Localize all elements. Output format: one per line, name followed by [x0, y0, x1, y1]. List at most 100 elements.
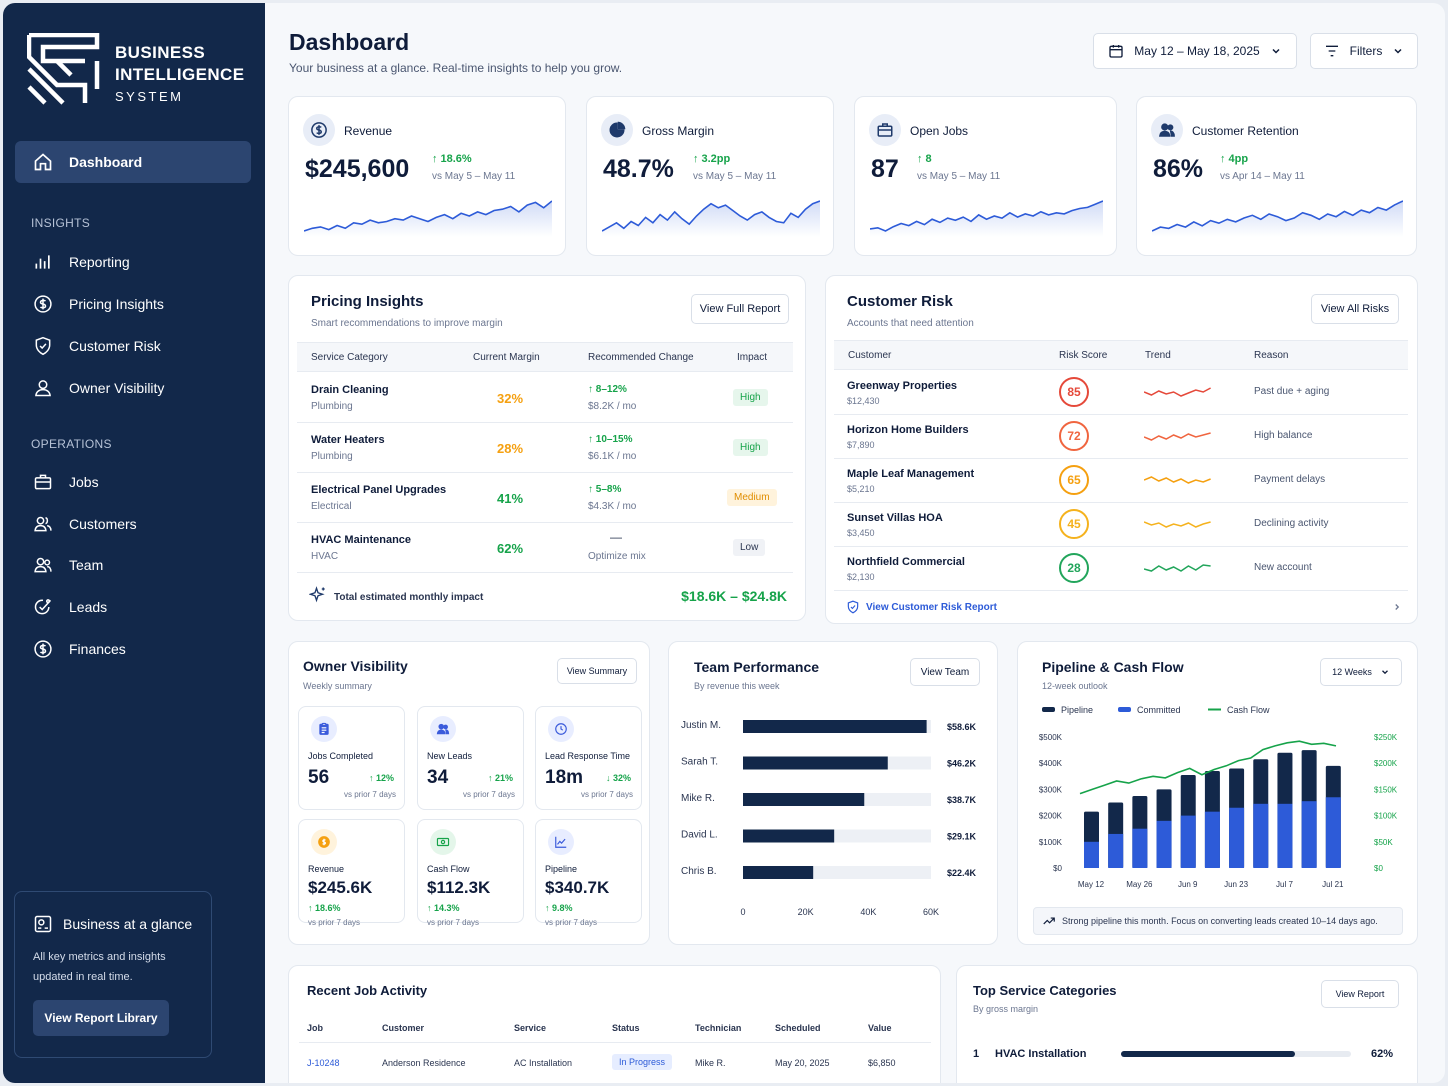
kpi-compare: vs May 5 – May 11	[917, 171, 1001, 182]
column-header: Service Category	[311, 352, 388, 363]
impact-badge: High	[733, 439, 768, 456]
committed-bar[interactable]	[1229, 807, 1245, 868]
view-report-library-button[interactable]: View Report Library	[33, 1000, 169, 1036]
committed-bar[interactable]	[1253, 803, 1269, 868]
team-bar[interactable]	[743, 720, 927, 733]
range-select[interactable]: 12 Weeks	[1320, 658, 1402, 686]
committed-bar[interactable]	[1132, 828, 1148, 868]
y-right-tick: $50K	[1374, 838, 1393, 847]
committed-bar[interactable]	[1180, 815, 1196, 868]
kpi-card[interactable]: Gross Margin 48.7% ↑ 3.2pp vs May 5 – May 11	[586, 96, 834, 256]
change-amount: Optimize mix	[588, 551, 646, 562]
y-right-tick: $150K	[1374, 785, 1398, 794]
column-header: Value	[868, 1023, 892, 1033]
job-id-link[interactable]: J-10248	[307, 1058, 340, 1068]
sidebar-item-reporting[interactable]: Reporting	[15, 243, 251, 281]
view-customer-risk-report-link[interactable]: View Customer Risk Report	[846, 600, 1402, 614]
view-team-button[interactable]: View Team	[910, 658, 980, 686]
sidebar-item-pricing-insights[interactable]: Pricing Insights	[15, 285, 251, 323]
sidebar-item-dashboard[interactable]: Dashboard	[15, 141, 251, 183]
owner-tile[interactable]: Cash Flow $112.3K ↑ 14.3% vs prior 7 days	[417, 819, 524, 927]
risk-score-badge: 65	[1059, 465, 1089, 495]
owner-tile-compare: vs prior 7 days	[462, 790, 515, 799]
owner-tile[interactable]: Lead Response Time 18m ↓ 32% vs prior 7 day…	[535, 706, 642, 810]
sidebar-item-label: Team	[69, 557, 104, 573]
x-tick-label: 20K	[798, 907, 814, 917]
committed-bar[interactable]	[1084, 841, 1099, 868]
view-full-report-button[interactable]: View Full Report	[691, 294, 789, 324]
committed-bar[interactable]	[1301, 801, 1317, 868]
committed-bar[interactable]	[1156, 820, 1172, 868]
pipeline-subtitle: 12-week outlook	[1042, 681, 1108, 691]
sidebar-item-owner-visibility[interactable]: Owner Visibility	[15, 369, 251, 407]
arrow-up-icon: ↑	[545, 903, 553, 913]
current-margin: 28%	[497, 441, 524, 456]
committed-bar[interactable]	[1325, 797, 1341, 868]
job-scheduled: May 20, 2025	[775, 1058, 830, 1068]
owner-tile[interactable]: Pipeline $340.7K ↑ 9.8% vs prior 7 days	[535, 819, 642, 927]
owner-tile-delta-value: 32%	[612, 773, 631, 783]
column-header: Risk Score	[1059, 350, 1108, 361]
team-bar[interactable]	[743, 793, 865, 806]
committed-bar[interactable]	[1108, 833, 1124, 868]
top-categories-card: Top Service Categories By gross margin V…	[956, 965, 1418, 1083]
owner-tile-icon-wrap	[548, 716, 574, 742]
owner-tile[interactable]: New Leads 34 ↑ 21% vs prior 7 days	[417, 706, 524, 810]
committed-bar[interactable]	[1204, 811, 1220, 868]
current-margin: 62%	[497, 541, 524, 556]
kpi-compare: vs May 5 – May 11	[693, 171, 777, 182]
owner-tile-delta-value: 18.6%	[315, 903, 341, 913]
total-impact-value: $18.6K – $24.8K	[681, 588, 787, 604]
view-report-button[interactable]: View Report	[1321, 980, 1399, 1008]
category-name: HVAC Installation	[995, 1048, 1087, 1060]
kpi-card[interactable]: Customer Retention 86% ↑ 4pp vs Apr 14 – May…	[1136, 96, 1417, 256]
y-left-tick: $300K	[1039, 785, 1063, 794]
date-range-picker[interactable]: May 12 – May 18, 2025	[1093, 33, 1297, 69]
kpi-value: $245,600	[305, 155, 410, 183]
change-range: 8–12%	[595, 384, 627, 395]
change-amount: $6.1K / mo	[588, 451, 637, 462]
x-tick-label: 60K	[923, 907, 939, 917]
impact-badge: Low	[733, 539, 766, 556]
arrow-up-icon: ↑	[427, 903, 435, 913]
y-left-tick: $200K	[1039, 812, 1063, 821]
dashboard-icon	[34, 915, 52, 933]
briefcase-icon	[877, 123, 893, 137]
sidebar-item-leads[interactable]: Leads	[15, 588, 251, 626]
owner-tile[interactable]: Revenue $245.6K ↑ 18.6% vs prior 7 days	[298, 819, 405, 927]
x-tick-label: Jul 21	[1322, 880, 1344, 889]
column-header: Impact	[737, 352, 768, 363]
sidebar-item-customer-risk[interactable]: Customer Risk	[15, 327, 251, 365]
team-bar[interactable]	[743, 829, 835, 843]
recommended-change: ↑ 10–15%	[588, 434, 632, 445]
owner-tile-label: Cash Flow	[427, 864, 470, 874]
y-left-tick: $0	[1053, 864, 1062, 873]
sidebar-item-team[interactable]: Team	[15, 546, 251, 584]
filters-button[interactable]: Filters	[1310, 33, 1418, 69]
owner-tile-compare: vs prior 7 days	[343, 790, 396, 799]
sidebar-item-jobs[interactable]: Jobs	[15, 463, 251, 501]
owner-tile-label: Pipeline	[545, 864, 578, 874]
kpi-card[interactable]: Revenue $245,600 ↑ 18.6% vs May 5 – May 11	[288, 96, 566, 256]
sidebar-item-customers[interactable]: Customers	[15, 505, 251, 543]
owner-tile-value: $245.6K	[308, 878, 373, 897]
user-icon	[35, 380, 51, 397]
team-title: Team Performance	[694, 659, 820, 675]
sidebar-item-finances[interactable]: Finances	[15, 630, 251, 668]
kpi-card[interactable]: Open Jobs 87 ↑ 8 vs May 5 – May 11	[854, 96, 1117, 256]
committed-bar[interactable]	[1277, 803, 1293, 868]
owner-tile[interactable]: Jobs Completed 56 ↑ 12% vs prior 7 days	[298, 706, 405, 810]
team-bar[interactable]	[743, 756, 888, 770]
kpi-compare: vs May 5 – May 11	[432, 171, 516, 182]
team-bar[interactable]	[743, 866, 814, 879]
kpi-label: Gross Margin	[642, 124, 715, 138]
trend-line	[1144, 476, 1211, 484]
row-divider	[834, 502, 1408, 503]
row-divider	[297, 522, 793, 523]
service-name: HVAC Maintenance	[311, 534, 412, 546]
column-header: Recommended Change	[588, 352, 694, 363]
view-all-risks-button[interactable]: View All Risks	[1311, 294, 1399, 324]
trend-line	[1144, 521, 1211, 528]
team-member-label: Chris B.	[681, 866, 717, 877]
view-summary-button[interactable]: View Summary	[557, 658, 637, 684]
